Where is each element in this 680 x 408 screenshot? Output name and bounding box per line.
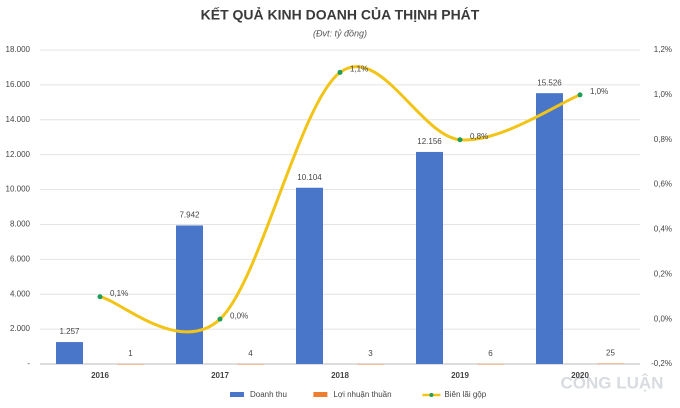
y2-tick-label: 0,4% — [654, 225, 672, 234]
data-label: 15.526 — [537, 78, 562, 87]
y2-tick-label: 0,8% — [654, 135, 672, 144]
bar — [597, 363, 624, 365]
y2-tick-label: 0,6% — [654, 180, 672, 189]
data-label: 0,1% — [110, 289, 128, 298]
data-label: 10.104 — [297, 173, 322, 182]
data-label: 7.942 — [179, 211, 200, 220]
data-label: 12.156 — [417, 137, 442, 146]
x-tick-label: 2016 — [91, 371, 109, 380]
line-marker — [457, 137, 463, 143]
data-label: 0,0% — [230, 311, 248, 320]
y2-tick-label: 0,2% — [654, 269, 672, 278]
data-label: 6 — [488, 349, 493, 358]
y-tick-label: 8.000 — [10, 220, 31, 229]
line-marker — [337, 69, 343, 75]
x-tick-label: 2017 — [211, 371, 229, 380]
data-label: 4 — [248, 349, 253, 358]
x-tick-label: 2018 — [331, 371, 349, 380]
y-tick-label: 14.000 — [6, 115, 31, 124]
data-label: 1.257 — [59, 327, 80, 336]
legend-label: Biên lãi gộp — [444, 390, 486, 399]
y-tick-label: 6.000 — [10, 254, 31, 263]
legend-swatch — [313, 392, 328, 397]
bar — [237, 363, 264, 365]
chart-title: KẾT QUẢ KINH DOANH CỦA THỊNH PHÁT — [201, 6, 480, 23]
y-tick-label: 4.000 — [10, 289, 31, 298]
legend-swatch — [230, 392, 244, 397]
legend-label: Doanh thu — [250, 390, 287, 399]
watermark: CÔNG LUẬN — [561, 373, 664, 392]
y2-tick-label: 1,0% — [654, 90, 672, 99]
bar — [536, 93, 563, 364]
bar — [176, 225, 203, 364]
x-tick-label: 2020 — [571, 371, 589, 380]
y2-tick-label: 1,2% — [654, 45, 672, 54]
x-tick-label: 2019 — [451, 371, 469, 380]
data-label: 1,0% — [590, 87, 608, 96]
bar — [477, 363, 504, 365]
data-label: 0,8% — [470, 132, 488, 141]
data-label: 1,1% — [350, 65, 368, 74]
line-marker — [97, 294, 103, 300]
line — [99, 65, 581, 334]
y-tick-label: - — [27, 359, 30, 368]
bar — [56, 342, 83, 364]
data-label: 3 — [368, 349, 373, 358]
bar — [117, 363, 144, 365]
data-label: 1 — [128, 349, 133, 358]
y-tick-label: 2.000 — [10, 324, 31, 333]
legend-label: Lợi nhuận thuần — [333, 390, 391, 399]
chart-subtitle: (Đvt: tỷ đồng) — [313, 28, 367, 38]
y2-tick-label: 0,0% — [654, 314, 672, 323]
y-tick-label: 10.000 — [6, 185, 31, 194]
legend-swatch — [429, 393, 434, 397]
line-marker — [217, 316, 223, 322]
bar — [296, 187, 323, 364]
y-tick-label: 18.000 — [6, 45, 31, 54]
bar — [416, 151, 443, 364]
line-marker — [577, 92, 583, 98]
bar — [357, 363, 384, 365]
y2-tick-label: -0,2% — [651, 359, 672, 368]
y-tick-label: 16.000 — [6, 80, 31, 89]
data-label: 25 — [606, 349, 615, 358]
y-tick-label: 12.000 — [6, 150, 31, 159]
